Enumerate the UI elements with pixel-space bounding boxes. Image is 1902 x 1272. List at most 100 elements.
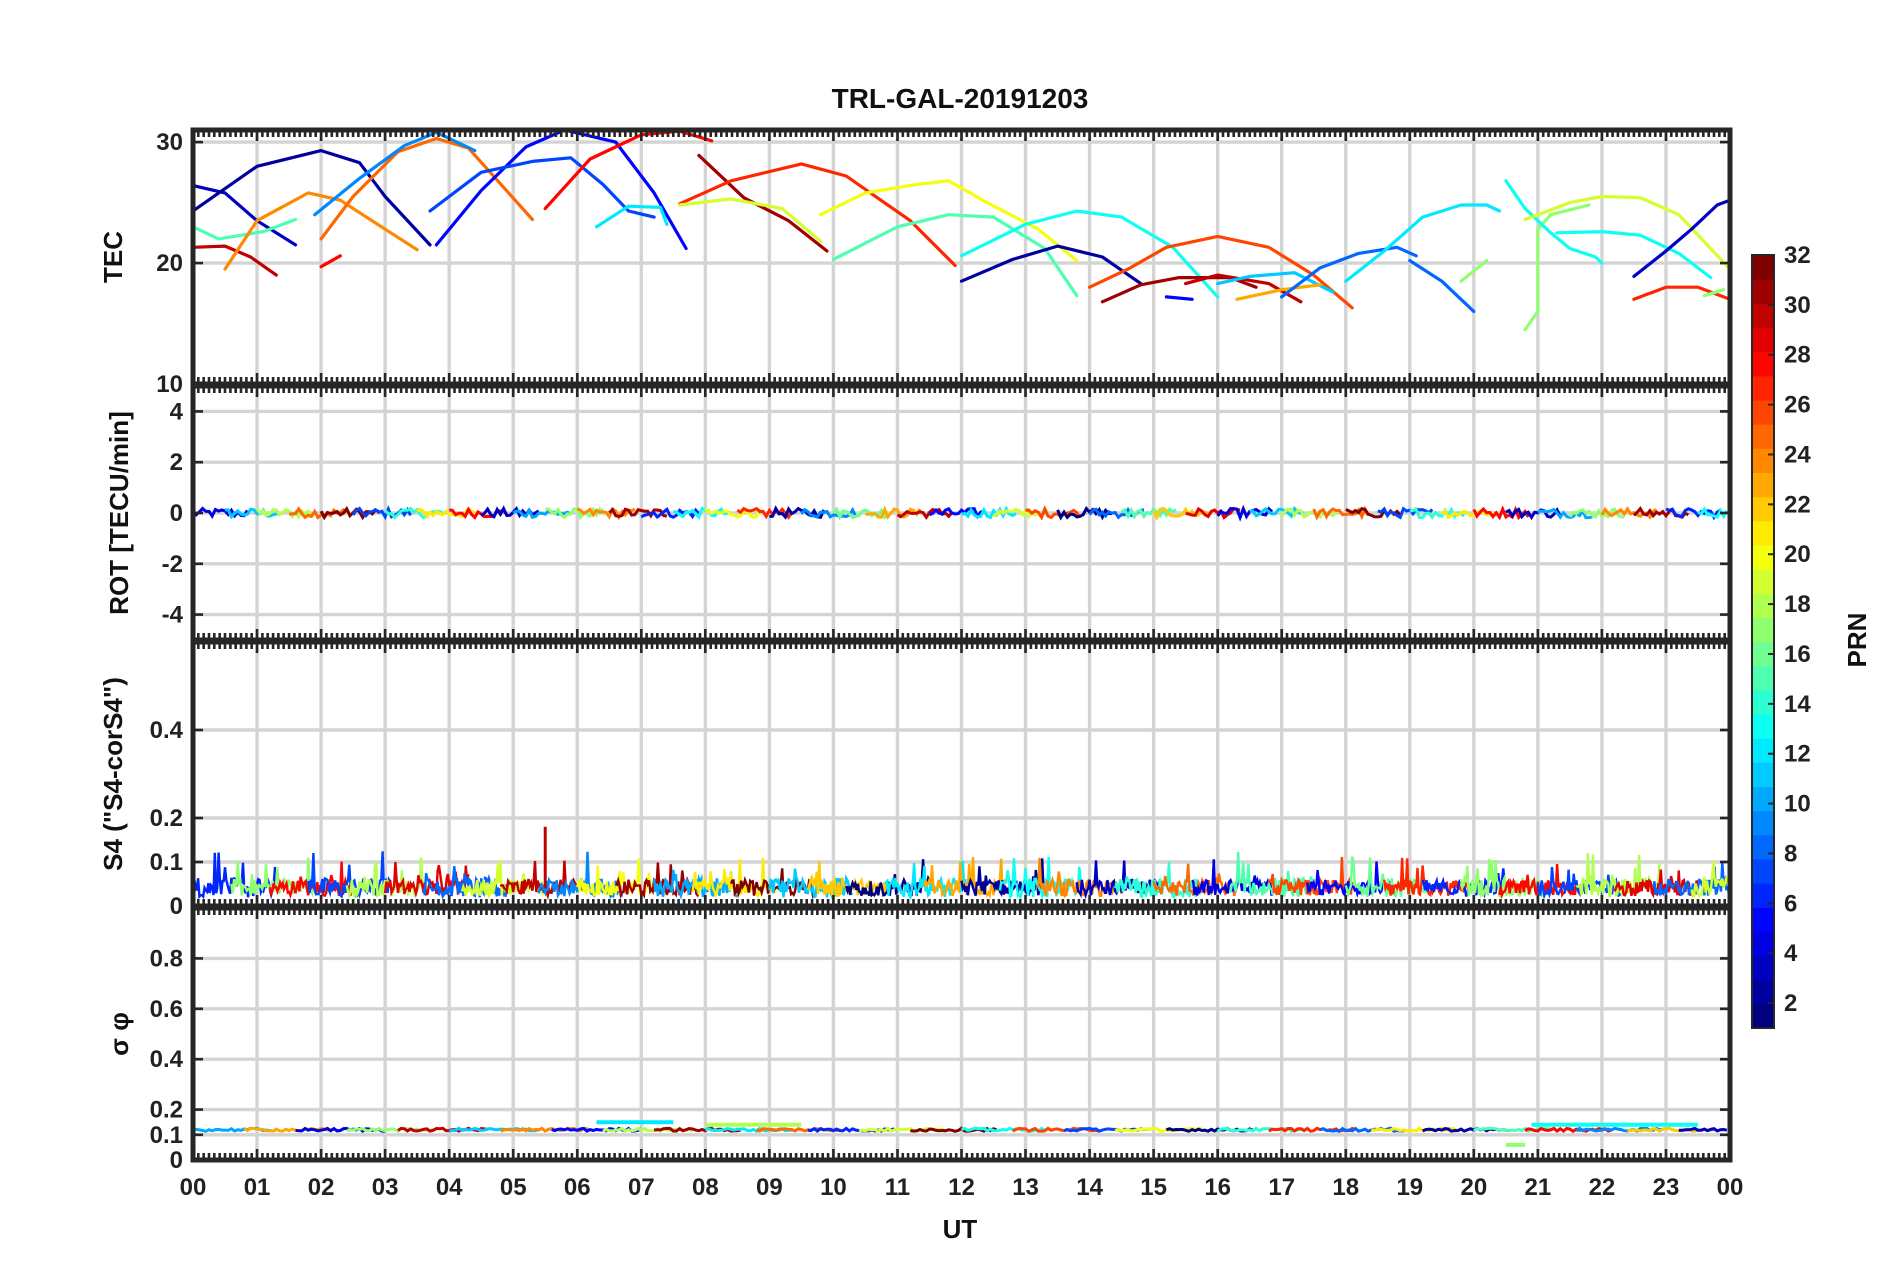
y-tick-label: 0 [170,1147,183,1174]
colorbar-tick-label: 8 [1784,840,1797,867]
y-axis-label: S4 ("S4-corS4") [98,677,128,871]
tec-series-prn-5 [1164,295,1194,301]
rot-trace [1377,506,1434,520]
colorbar-bin [1752,738,1774,763]
y-tick-label: 0.1 [150,1122,183,1149]
y-tick-label: 20 [156,250,183,277]
colorbar-tick-label: 30 [1784,292,1811,319]
colorbar-bin [1752,424,1774,449]
x-tick-label: 20 [1460,1174,1487,1201]
s4-trace [1575,853,1661,898]
y-tick-label: 0 [170,893,183,920]
tec-series-prn-12 [594,204,669,229]
data-s4 [193,826,1730,901]
colorbar-bin [1752,375,1774,401]
rot-trace [928,506,985,520]
y-axis-label: TEC [98,231,128,283]
tec-series-prn-31 [1100,276,1258,304]
colorbar-bin [1752,496,1774,522]
tec-series-prn-13 [1504,179,1604,265]
s4-trace [615,862,700,900]
colorbar-tick-label: 12 [1784,741,1811,768]
colorbar-tick-label: 18 [1784,591,1811,618]
y-tick-label: 0.2 [150,805,183,832]
rot-trace [1152,506,1209,522]
colorbar-tick-label: 6 [1784,890,1797,917]
s4-trace [1690,861,1730,899]
s4-trace [383,862,470,898]
colorbar-bin [1752,810,1774,836]
x-tick-label: 11 [885,1174,910,1201]
chart-title: TRL-GAL-20191203 [832,83,1089,114]
tec-series-prn-28 [319,254,342,269]
s4-trace [1459,859,1546,899]
rot-trace [1409,506,1466,520]
colorbar-bin [1752,327,1774,353]
tec-series-prn-13 [1555,230,1713,280]
y-tick-label: 0.4 [150,1046,184,1073]
colorbar-bin [1752,907,1774,932]
x-tick-label: 10 [820,1174,847,1201]
x-tick-label: 04 [436,1174,463,1201]
s4-trace [1229,851,1315,898]
x-tick-label: 07 [628,1174,655,1201]
y-tick-label: 0 [170,500,183,527]
rot-trace [673,506,729,521]
x-tick-label: 13 [1012,1174,1039,1201]
x-ticks [191,908,1732,1160]
colorbar-tick-label: 4 [1784,940,1798,967]
s4-trace [193,852,277,900]
rot-trace [736,506,794,521]
x-tick-label: 16 [1204,1174,1231,1201]
s4-trace [345,857,430,900]
colorbar-tick-label: 14 [1784,691,1811,718]
tec-series-prn-8 [1408,259,1476,313]
colorbar-tick-label: 10 [1784,791,1811,818]
tec-series-prn-11 [1216,271,1335,294]
tec-series-prn-12 [1344,203,1502,283]
colorbar-bin [1752,979,1774,1005]
rot-trace [1665,507,1722,521]
s4-trace [1536,866,1623,900]
tec-series-prn-26 [1087,234,1354,310]
tec-series-prn-25 [319,136,535,241]
y-tick-label: 0.2 [150,1097,183,1124]
tec-series-prn-19 [678,197,823,243]
tec-series-prn-3 [1632,198,1730,278]
colorbar-bin [1752,762,1774,788]
colorbar-bin [1752,569,1774,594]
rot-trace [1185,506,1241,520]
s4-trace [1421,868,1508,899]
colorbar-bin [1752,665,1774,691]
x-tick-label: 05 [500,1174,527,1201]
x-tick-label: 19 [1396,1174,1423,1201]
colorbar-bin [1752,617,1774,643]
tec-series-prn-3 [193,184,298,247]
colorbar-bin [1752,593,1774,618]
tec-series-prn-27 [678,162,957,268]
x-tick-label: 17 [1268,1174,1295,1201]
rot-trace [704,507,762,520]
x-ticks [191,130,1732,384]
rot-trace [1216,504,1274,522]
x-tick-label: 12 [948,1174,975,1201]
sigma-trace [910,1126,998,1133]
sigma-trace [1678,1126,1728,1133]
rot-trace [1568,507,1625,519]
colorbar-bin [1752,931,1774,957]
rot-trace [865,505,922,520]
rot-trace [800,506,858,519]
colorbar-tick-label: 28 [1784,342,1811,369]
x-tick-label: 00 [1717,1174,1744,1201]
panel-rot: -4 -2 0 2 4 ROT [TECU/min] [104,383,1733,643]
tec-series-prn-30 [193,244,278,277]
y-tick-label: 0.4 [150,717,184,744]
data-tec [193,130,1730,332]
colorbar-bin [1752,520,1774,546]
y-axis-label: σ φ [104,1012,134,1056]
y-tick-label: 0.6 [150,996,183,1023]
s4-trace [1306,861,1392,899]
tec-series-prn-7 [428,156,656,219]
tec-series-prn-5 [434,130,688,251]
